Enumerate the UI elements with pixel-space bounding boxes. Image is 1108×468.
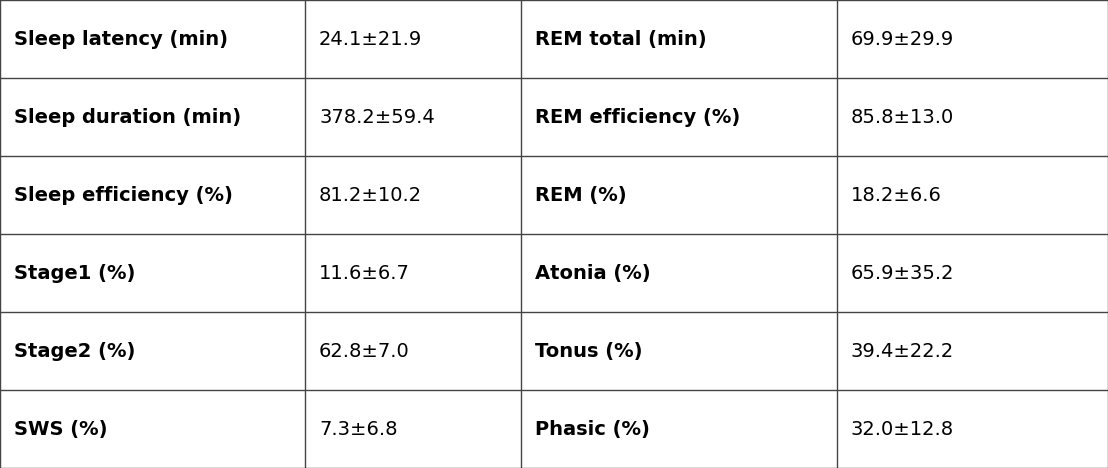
Text: 378.2±59.4: 378.2±59.4: [319, 108, 434, 126]
Text: SWS (%): SWS (%): [14, 420, 107, 439]
Text: Sleep efficiency (%): Sleep efficiency (%): [14, 185, 234, 205]
Text: 69.9±29.9: 69.9±29.9: [851, 29, 954, 49]
Text: Atonia (%): Atonia (%): [535, 263, 650, 283]
Text: 62.8±7.0: 62.8±7.0: [319, 342, 410, 360]
Text: Sleep duration (min): Sleep duration (min): [14, 108, 242, 126]
Text: Stage1 (%): Stage1 (%): [14, 263, 136, 283]
Text: 81.2±10.2: 81.2±10.2: [319, 185, 422, 205]
Text: 18.2±6.6: 18.2±6.6: [851, 185, 942, 205]
Text: Tonus (%): Tonus (%): [535, 342, 643, 360]
Text: 32.0±12.8: 32.0±12.8: [851, 420, 954, 439]
Text: REM total (min): REM total (min): [535, 29, 707, 49]
Text: Stage2 (%): Stage2 (%): [14, 342, 136, 360]
Text: 24.1±21.9: 24.1±21.9: [319, 29, 422, 49]
Text: 7.3±6.8: 7.3±6.8: [319, 420, 398, 439]
Text: 65.9±35.2: 65.9±35.2: [851, 263, 954, 283]
Text: 85.8±13.0: 85.8±13.0: [851, 108, 954, 126]
Text: Phasic (%): Phasic (%): [535, 420, 650, 439]
Text: REM efficiency (%): REM efficiency (%): [535, 108, 740, 126]
Text: Sleep latency (min): Sleep latency (min): [14, 29, 228, 49]
Text: 11.6±6.7: 11.6±6.7: [319, 263, 410, 283]
Text: REM (%): REM (%): [535, 185, 627, 205]
Text: 39.4±22.2: 39.4±22.2: [851, 342, 954, 360]
